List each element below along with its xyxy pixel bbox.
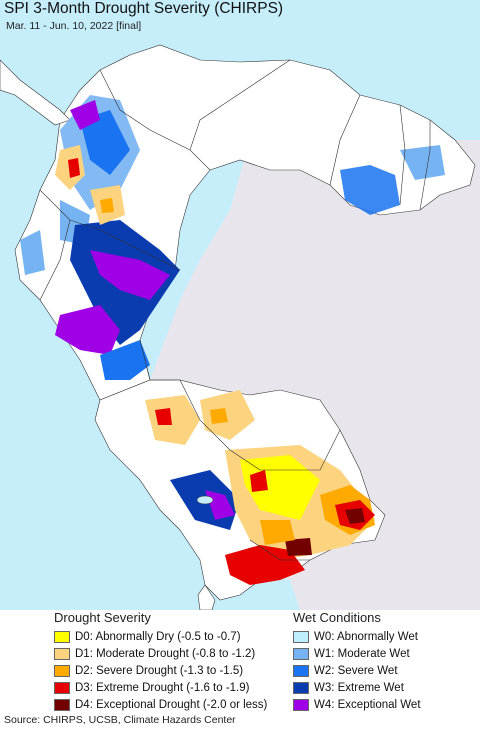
- swatch-d0: [54, 630, 70, 643]
- legend-label-w2: W2: Severe Wet: [314, 664, 398, 677]
- swatch-w0: [293, 630, 309, 643]
- borders: [39, 59, 431, 561]
- legend-item-d4: D4: Exceptional Drought (-2.0 or less): [54, 696, 267, 713]
- legend-label-w0: W0: Abnormally Wet: [314, 630, 418, 643]
- legend-label-d1: D1: Moderate Drought (-0.8 to -1.2): [75, 647, 256, 660]
- legend-drought: Drought Severity D0: Abnormally Dry (-0.…: [54, 610, 267, 713]
- legend-item-d0: D0: Abnormally Dry (-0.5 to -0.7): [54, 628, 267, 645]
- swatch-w3: [293, 681, 309, 694]
- legend-label-w3: W3: Extreme Wet: [314, 681, 404, 694]
- legend-label-d3: D3: Extreme Drought (-1.6 to -1.9): [75, 681, 250, 694]
- swatch-d2: [54, 664, 70, 677]
- legend-item-w2: W2: Severe Wet: [293, 662, 421, 679]
- legend-drought-heading: Drought Severity: [54, 610, 151, 625]
- legend-item-w0: W0: Abnormally Wet: [293, 628, 421, 645]
- legend: Drought Severity D0: Abnormally Dry (-0.…: [0, 610, 480, 713]
- legend-item-d3: D3: Extreme Drought (-1.6 to -1.9): [54, 679, 267, 696]
- map-title: SPI 3-Month Drought Severity (CHIRPS): [4, 0, 284, 17]
- legend-label-w4: W4: Exceptional Wet: [314, 698, 421, 711]
- legend-item-w3: W3: Extreme Wet: [293, 679, 421, 696]
- legend-item-d1: D1: Moderate Drought (-0.8 to -1.2): [54, 645, 267, 662]
- swatch-d3: [54, 681, 70, 694]
- legend-label-w1: W1: Moderate Wet: [314, 647, 410, 660]
- legend-label-d2: D2: Severe Drought (-1.3 to -1.5): [75, 664, 244, 677]
- swatch-w1: [293, 647, 309, 660]
- lake-titicaca: [196, 495, 214, 505]
- map-subtitle: Mar. 11 - Jun. 10, 2022 [final]: [6, 20, 142, 32]
- drought-map: [0, 0, 480, 610]
- swatch-w4: [293, 698, 309, 711]
- legend-label-d0: D0: Abnormally Dry (-0.5 to -0.7): [75, 630, 241, 643]
- legend-item-w4: W4: Exceptional Wet: [293, 696, 421, 713]
- legend-label-d4: D4: Exceptional Drought (-2.0 or less): [75, 698, 268, 711]
- land-chile: [197, 584, 216, 610]
- source-credit: Source: CHIRPS, UCSB, Climate Hazards Ce…: [4, 714, 236, 726]
- legend-item-d2: D2: Severe Drought (-1.3 to -1.5): [54, 662, 267, 679]
- legend-wet-heading: Wet Conditions: [293, 610, 381, 625]
- land-central-america: [0, 59, 71, 126]
- legend-wet: Wet Conditions W0: Abnormally Wet W1: Mo…: [293, 610, 421, 713]
- swatch-d1: [54, 647, 70, 660]
- swatch-w2: [293, 664, 309, 677]
- swatch-d4: [54, 698, 70, 711]
- legend-item-w1: W1: Moderate Wet: [293, 645, 421, 662]
